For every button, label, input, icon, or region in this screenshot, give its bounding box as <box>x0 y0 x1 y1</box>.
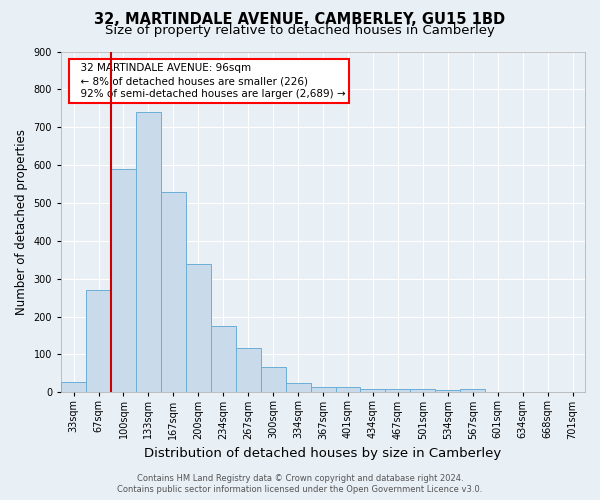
Bar <box>61 382 86 392</box>
Y-axis label: Number of detached properties: Number of detached properties <box>15 129 28 315</box>
Bar <box>236 348 260 393</box>
Bar <box>335 388 361 392</box>
Bar <box>311 386 335 392</box>
Bar <box>161 192 186 392</box>
Bar <box>136 112 161 392</box>
Bar <box>436 390 460 392</box>
Bar <box>385 390 410 392</box>
Text: Contains HM Land Registry data © Crown copyright and database right 2024.
Contai: Contains HM Land Registry data © Crown c… <box>118 474 482 494</box>
X-axis label: Distribution of detached houses by size in Camberley: Distribution of detached houses by size … <box>145 447 502 460</box>
Text: Size of property relative to detached houses in Camberley: Size of property relative to detached ho… <box>105 24 495 37</box>
Bar <box>186 264 211 392</box>
Bar <box>111 169 136 392</box>
Text: 32 MARTINDALE AVENUE: 96sqm
  ← 8% of detached houses are smaller (226)
  92% of: 32 MARTINDALE AVENUE: 96sqm ← 8% of deta… <box>74 63 345 100</box>
Bar <box>361 388 385 392</box>
Bar <box>86 290 111 392</box>
Text: 32, MARTINDALE AVENUE, CAMBERLEY, GU15 1BD: 32, MARTINDALE AVENUE, CAMBERLEY, GU15 1… <box>94 12 506 28</box>
Bar <box>286 383 311 392</box>
Bar <box>410 390 436 392</box>
Bar <box>260 366 286 392</box>
Bar <box>211 326 236 392</box>
Bar <box>460 390 485 392</box>
